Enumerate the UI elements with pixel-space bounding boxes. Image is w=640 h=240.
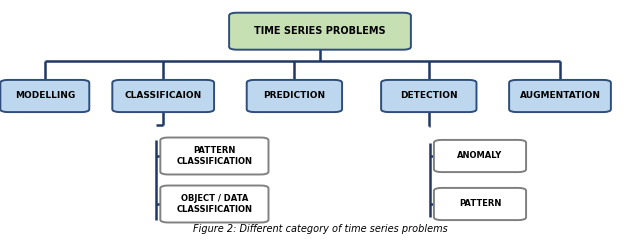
- Text: AUGMENTATION: AUGMENTATION: [520, 91, 600, 101]
- Text: PATTERN: PATTERN: [459, 199, 501, 209]
- FancyBboxPatch shape: [160, 186, 269, 222]
- Text: PATTERN
CLASSIFICATION: PATTERN CLASSIFICATION: [177, 146, 252, 166]
- FancyBboxPatch shape: [509, 80, 611, 112]
- Text: PREDICTION: PREDICTION: [263, 91, 326, 101]
- Text: MODELLING: MODELLING: [15, 91, 75, 101]
- Text: ANOMALY: ANOMALY: [458, 151, 502, 161]
- FancyBboxPatch shape: [229, 13, 411, 50]
- Text: CLASSIFICAION: CLASSIFICAION: [125, 91, 202, 101]
- FancyBboxPatch shape: [434, 140, 526, 172]
- FancyBboxPatch shape: [113, 80, 214, 112]
- FancyBboxPatch shape: [1, 80, 90, 112]
- Text: OBJECT / DATA
CLASSIFICATION: OBJECT / DATA CLASSIFICATION: [177, 194, 252, 214]
- FancyBboxPatch shape: [381, 80, 476, 112]
- FancyBboxPatch shape: [247, 80, 342, 112]
- FancyBboxPatch shape: [160, 138, 269, 174]
- FancyBboxPatch shape: [434, 188, 526, 220]
- Text: Figure 2: Different category of time series problems: Figure 2: Different category of time ser…: [193, 224, 447, 234]
- Text: DETECTION: DETECTION: [400, 91, 458, 101]
- Text: TIME SERIES PROBLEMS: TIME SERIES PROBLEMS: [254, 26, 386, 36]
